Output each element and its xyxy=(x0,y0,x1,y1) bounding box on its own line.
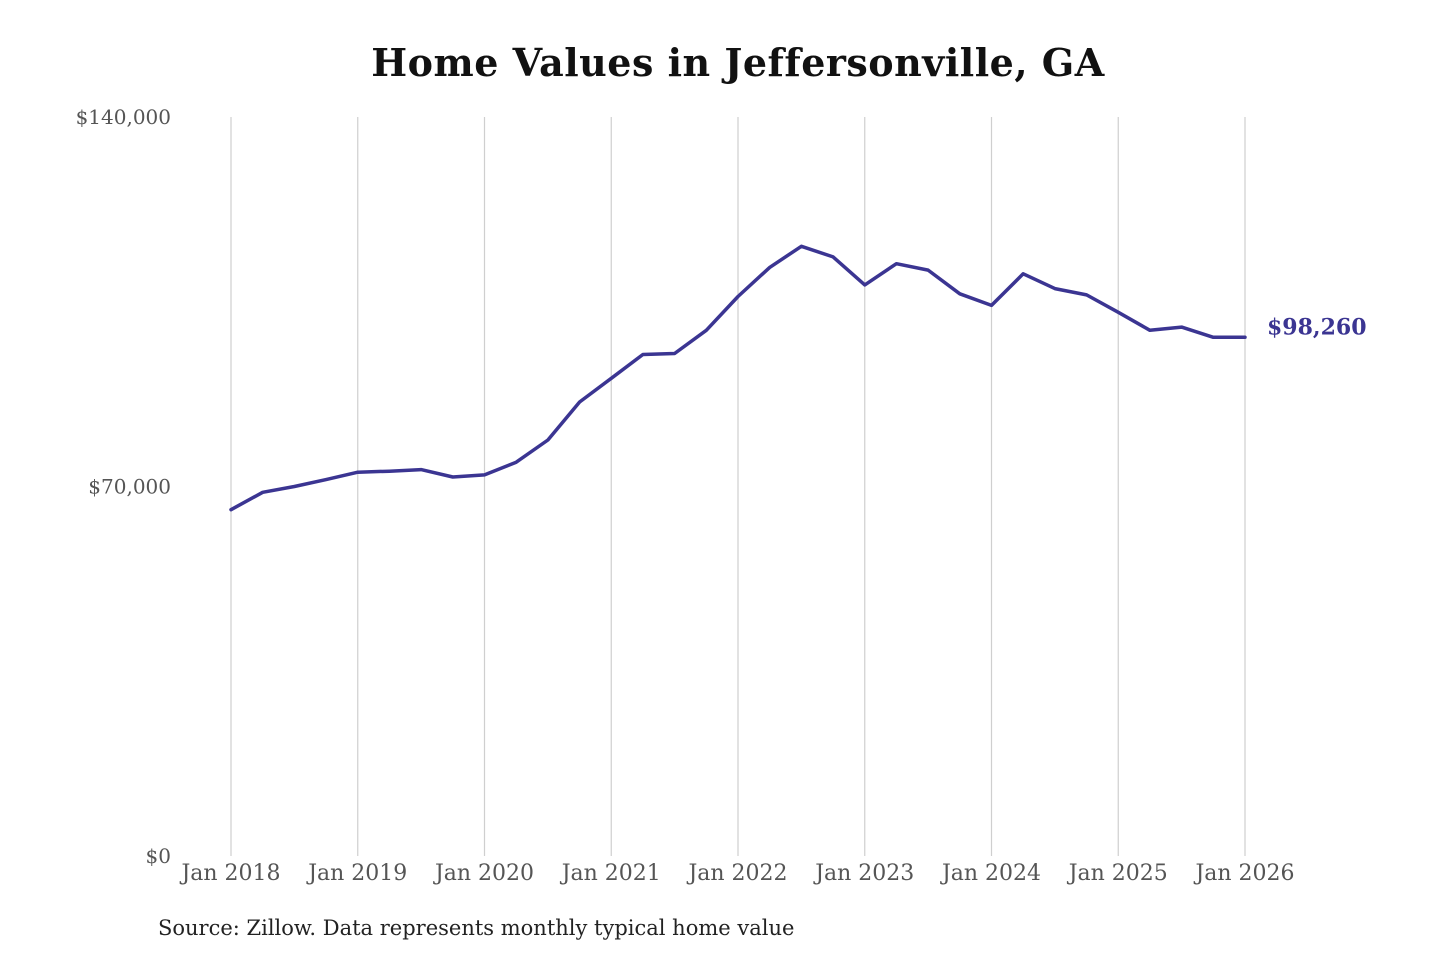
chart-title: Home Values in Jeffersonville, GA xyxy=(371,40,1105,85)
x-tick-label: Jan 2018 xyxy=(179,861,280,886)
x-tick-label: Jan 2022 xyxy=(686,861,787,886)
y-tick-label: $0 xyxy=(146,844,171,868)
x-tick-label: Jan 2024 xyxy=(940,861,1041,886)
gridlines xyxy=(230,117,1246,856)
x-axis: Jan 2018 Jan 2019 Jan 2020 Jan 2021 Jan 2022… xyxy=(179,861,1294,886)
series-line xyxy=(229,244,1247,512)
x-tick-label: Jan 2021 xyxy=(560,861,661,886)
y-tick-label: $140,000 xyxy=(76,105,171,129)
source-note: Source: Zillow. Data represents monthly … xyxy=(158,916,795,940)
x-tick-label: Jan 2023 xyxy=(813,861,914,886)
x-tick-label: Jan 2026 xyxy=(1193,861,1294,886)
y-tick-label: $70,000 xyxy=(88,475,171,499)
end-value-label: $98,260 xyxy=(1267,314,1367,340)
x-tick-label: Jan 2020 xyxy=(433,861,534,886)
y-axis: $0 $70,000 $140,000 xyxy=(76,105,171,868)
x-tick-label: Jan 2019 xyxy=(306,861,407,886)
x-tick-label: Jan 2025 xyxy=(1067,861,1168,886)
